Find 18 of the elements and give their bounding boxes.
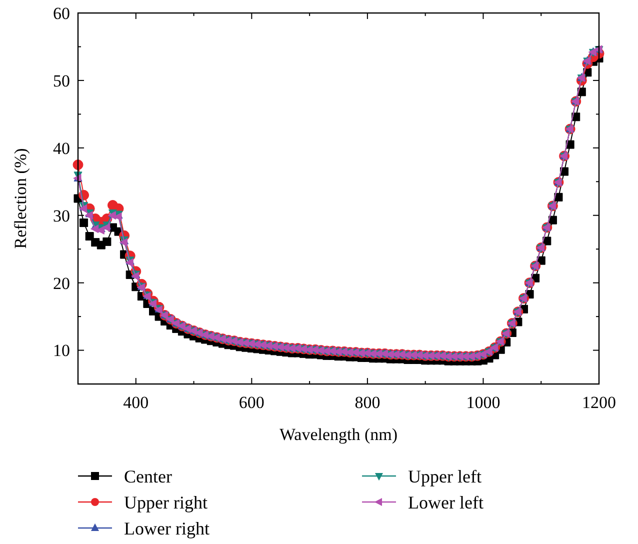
y-tick-label: 30: [53, 206, 70, 226]
y-tick-label: 40: [53, 138, 70, 158]
legend-label: Upper right: [124, 492, 208, 512]
x-tick-label: 1000: [466, 393, 500, 412]
legend-label: Lower right: [124, 518, 210, 538]
legend-label: Lower left: [408, 492, 484, 512]
y-axis-title: Reflection (%): [11, 148, 30, 249]
y-tick-label: 10: [53, 341, 70, 360]
x-tick-label: 600: [238, 393, 264, 412]
legend-label: Center: [124, 466, 172, 486]
x-tick-label: 1200: [582, 393, 616, 412]
y-tick-label: 60: [53, 4, 70, 23]
y-tick-label: 20: [53, 274, 70, 293]
y-tick-label: 50: [53, 71, 70, 90]
x-tick-label: 400: [123, 393, 149, 412]
x-tick-label: 800: [354, 393, 380, 412]
x-axis-title: Wavelength (nm): [279, 425, 398, 444]
legend-label: Upper left: [408, 466, 482, 486]
